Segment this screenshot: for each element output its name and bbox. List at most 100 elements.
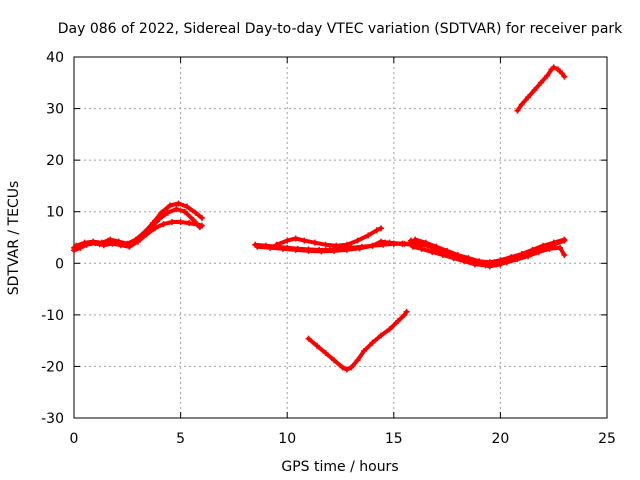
- axis-ticks: 0 5 10 15 20 25 -30 -20 -10 0 10 20 30 40: [41, 50, 616, 447]
- data-point: [412, 236, 419, 243]
- data-point: [369, 339, 376, 346]
- data-point: [518, 251, 525, 258]
- data-point: [331, 247, 338, 254]
- data-point: [550, 239, 557, 246]
- data-point: [546, 245, 553, 252]
- data-point: [531, 87, 538, 94]
- data-point: [535, 248, 542, 255]
- data-point: [418, 245, 425, 252]
- data-point: [395, 318, 402, 325]
- data-point: [561, 252, 568, 259]
- y-tick-label: 10: [46, 205, 64, 221]
- data-point: [98, 239, 105, 246]
- data-point: [540, 242, 547, 249]
- data-point: [390, 240, 397, 247]
- data-point: [339, 364, 346, 371]
- data-point: [279, 245, 286, 252]
- x-axis-label: GPS time / hours: [281, 459, 398, 475]
- data-point: [386, 326, 393, 333]
- data-point: [175, 200, 182, 207]
- data-point: [561, 73, 568, 80]
- x-tick-label: 5: [176, 431, 185, 447]
- y-tick-label: -10: [41, 308, 64, 324]
- data-point: [354, 357, 361, 364]
- data-point: [181, 208, 188, 215]
- data-point: [382, 239, 389, 246]
- y-axis-label: SDTVAR / TECUs: [6, 181, 22, 296]
- data-point: [497, 257, 504, 264]
- data-point: [314, 342, 321, 349]
- data-point: [305, 335, 312, 342]
- data-point: [322, 350, 329, 357]
- data-point: [529, 246, 536, 253]
- data-point: [73, 242, 80, 249]
- data-point: [365, 232, 372, 239]
- data-point: [158, 209, 165, 216]
- data-point: [378, 238, 385, 245]
- y-tick-label: 0: [55, 256, 64, 272]
- data-point: [461, 258, 468, 265]
- series-arc-1-upper: [74, 201, 204, 248]
- data-point: [305, 247, 312, 254]
- data-point: [132, 236, 139, 243]
- data-point: [409, 243, 416, 250]
- chart-title: Day 086 of 2022, Sidereal Day-to-day VTE…: [58, 21, 623, 37]
- data-point: [518, 101, 525, 108]
- data-point: [343, 241, 350, 248]
- data-point: [177, 219, 184, 226]
- x-tick-label: 20: [491, 431, 509, 447]
- data-point: [284, 237, 291, 244]
- data-point: [196, 224, 203, 231]
- data-point: [465, 255, 472, 262]
- x-tick-label: 15: [385, 431, 403, 447]
- data-point: [557, 244, 564, 251]
- data-point: [559, 70, 566, 77]
- y-tick-label: 40: [46, 50, 64, 66]
- data-point: [550, 64, 557, 71]
- data-point: [141, 229, 148, 236]
- y-tick-label: 30: [46, 102, 64, 118]
- data-point: [333, 242, 340, 249]
- data-point: [311, 239, 318, 246]
- data-point: [192, 209, 199, 216]
- data-point: [429, 248, 436, 255]
- data-point: [115, 238, 122, 245]
- x-tick-label: 0: [70, 431, 79, 447]
- data-point: [318, 248, 325, 255]
- plot-frame: [73, 56, 608, 419]
- data-point: [186, 220, 193, 227]
- data-point: [454, 252, 461, 259]
- data-point: [348, 364, 355, 371]
- series-group: [71, 64, 568, 373]
- data-point: [173, 206, 180, 213]
- data-point: [354, 237, 361, 244]
- data-point: [322, 241, 329, 248]
- data-point: [407, 237, 414, 244]
- data-point: [544, 72, 551, 79]
- data-point: [149, 220, 156, 227]
- series-arc-3-b: [411, 244, 567, 268]
- data-point: [267, 244, 274, 251]
- series-arc-2-c: [274, 226, 383, 248]
- data-point: [90, 238, 97, 245]
- x-tick-label: 10: [278, 431, 296, 447]
- data-point: [124, 240, 131, 247]
- data-point: [198, 214, 205, 221]
- x-tick-label: 25: [598, 431, 616, 447]
- data-point: [360, 347, 367, 354]
- data-point: [378, 225, 385, 232]
- data-point: [378, 332, 385, 339]
- data-point: [273, 241, 280, 248]
- data-point: [508, 254, 515, 261]
- data-point: [403, 308, 410, 315]
- data-point: [356, 245, 363, 252]
- data-point: [450, 255, 457, 262]
- data-point: [190, 216, 197, 223]
- data-point: [292, 235, 299, 242]
- data-point: [369, 242, 376, 249]
- data-point: [525, 253, 532, 260]
- data-point: [343, 366, 350, 373]
- data-point: [554, 66, 561, 73]
- data-point: [561, 236, 568, 243]
